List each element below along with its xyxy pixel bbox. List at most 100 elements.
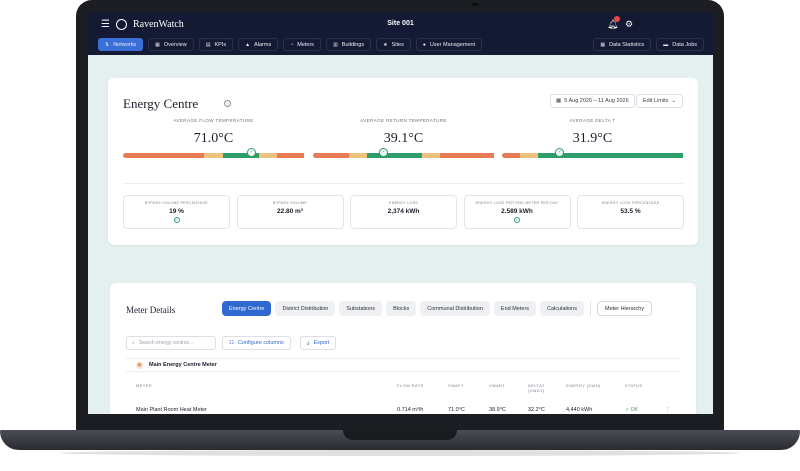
tab-calculations[interactable]: Calculations bbox=[540, 301, 584, 316]
row-status: OK bbox=[630, 407, 638, 413]
metric-1: Average Flow Temperature 71.0°C ✓ bbox=[123, 118, 304, 158]
nav-item-label: Buildings bbox=[341, 41, 365, 48]
nav-item-networks[interactable]: ⇅ Networks bbox=[98, 38, 144, 51]
configure-columns-label: Configure columns bbox=[237, 340, 284, 346]
check-icon: ✓ bbox=[247, 148, 256, 157]
user-icon: ● bbox=[422, 41, 426, 48]
meter-details-card: Meter Details Energy Centre District Dist… bbox=[110, 283, 696, 414]
stat-value: 22.80 m³ bbox=[276, 208, 304, 215]
stat-label: Energy Loss Percentage bbox=[601, 201, 660, 205]
tab-district-distribution[interactable]: District Distribution bbox=[275, 301, 336, 316]
nav-item-sites[interactable]: ★ Sites bbox=[376, 38, 411, 51]
tab-end-meters[interactable]: End Meters bbox=[493, 301, 537, 316]
folder-icon: ▬ bbox=[663, 41, 669, 48]
column-header-flow-rate[interactable]: Flow Rate bbox=[397, 383, 424, 388]
tab-divider bbox=[590, 301, 591, 316]
laptop-base bbox=[0, 430, 800, 450]
date-range-value: 5 Aug 2026 – 11 Aug 2026 bbox=[564, 98, 629, 104]
stat-label: Bypass Volume Percentage bbox=[145, 201, 208, 205]
column-header-delta-t[interactable]: DeltaT (VWΔT) bbox=[528, 383, 545, 393]
nav-item-label: Networks bbox=[113, 41, 137, 48]
brand-name: RavenWatch bbox=[132, 19, 184, 30]
stat-value: 53.5 % bbox=[620, 208, 641, 215]
edit-limits-label: Edit Limits bbox=[643, 98, 669, 104]
nav-item-data-jobs[interactable]: ▬ Data Jobs bbox=[656, 38, 704, 51]
check-icon: ✓ bbox=[379, 148, 389, 157]
nav-item-label: Sites bbox=[391, 41, 404, 48]
range-bar: ✓ bbox=[123, 148, 304, 158]
column-header-status[interactable]: Status bbox=[625, 383, 643, 388]
meter-hierarchy-button[interactable]: Meter Hierarchy bbox=[597, 301, 653, 316]
range-segment-red bbox=[123, 153, 205, 158]
more-options-icon[interactable]: ⋮ bbox=[665, 407, 671, 413]
search-icon: ⌕ bbox=[132, 340, 135, 346]
settings-icon[interactable]: ⚙ bbox=[625, 19, 634, 29]
table-icon: ▦ bbox=[600, 41, 606, 48]
nav-item-kpis[interactable]: ▤ KPIs bbox=[198, 38, 234, 51]
building-icon: ▥ bbox=[333, 41, 338, 48]
meter-tabs: Energy Centre District Distribution Substa… bbox=[222, 301, 653, 316]
metric-value: 31.9°C bbox=[572, 131, 613, 146]
stat-label: Bypass Volume bbox=[272, 201, 308, 205]
column-header-meter[interactable]: Meter bbox=[136, 383, 152, 388]
laptop-shadow bbox=[60, 450, 740, 456]
secondary-nav: ▦ Data Statistics ▬ Data Jobs bbox=[593, 38, 704, 51]
column-header-energy[interactable]: Energy (kWh) bbox=[566, 383, 601, 388]
range-segment-amb bbox=[258, 153, 277, 158]
row-vwaft: 71.0°C bbox=[448, 407, 465, 413]
date-range-picker[interactable]: ▦ 5 Aug 2026 – 11 Aug 2026 bbox=[550, 94, 635, 108]
energy-centre-title: Energy Centre bbox=[123, 96, 199, 111]
column-header-vwart[interactable]: VWART bbox=[489, 383, 506, 388]
nav-item-meters[interactable]: ◔ Meters bbox=[283, 38, 322, 51]
range-segment-grn bbox=[538, 153, 683, 158]
nav-item-data-statistics[interactable]: ▦ Data Statistics bbox=[593, 38, 652, 51]
stat-value: 19 % bbox=[169, 208, 184, 215]
range-segment-amb bbox=[204, 153, 223, 158]
search-input[interactable]: ⌕ Search energy centres... bbox=[126, 336, 216, 350]
tab-communal-distribution[interactable]: Communal Distribution bbox=[420, 301, 490, 316]
row-meter-name[interactable]: Main Plant Room Heat Meter bbox=[136, 407, 207, 413]
nav-item-label: KPIs bbox=[214, 41, 227, 48]
star-icon: ★ bbox=[383, 41, 388, 48]
energy-centre-card: Energy Centre ? ▦ 5 Aug 2026 – 11 Aug 20… bbox=[108, 78, 698, 245]
help-icon[interactable]: ? bbox=[224, 100, 231, 107]
check-circle-icon: ✓ bbox=[514, 217, 520, 223]
column-header-vwaft[interactable]: VWAFT bbox=[448, 383, 464, 388]
columns-icon: ☷ bbox=[229, 340, 234, 346]
metric-2: Average Return Temperature 39.1°C ✓ bbox=[313, 118, 494, 158]
nav-item-overview[interactable]: ▦ Overview bbox=[148, 38, 194, 51]
edit-limits-button[interactable]: Edit Limits ⌄ bbox=[636, 94, 683, 108]
range-segment-red bbox=[439, 153, 494, 158]
range-segment-amb bbox=[349, 153, 368, 158]
metric-value: 39.1°C bbox=[383, 131, 424, 146]
nav-item-alarms[interactable]: ▲ Alarms bbox=[238, 38, 279, 51]
group-row[interactable]: ◉ Main Energy Centre Meter bbox=[126, 358, 680, 372]
tab-substations[interactable]: Substations bbox=[339, 301, 383, 316]
tab-blocks[interactable]: Blocks bbox=[386, 301, 417, 316]
export-label: Export bbox=[313, 340, 330, 346]
meter-group-icon: ◉ bbox=[136, 361, 143, 369]
stat-value: 2,374 kWh bbox=[387, 208, 420, 215]
stat-value: 2.589 kWh bbox=[501, 208, 533, 215]
nav-item-label: Data Jobs bbox=[672, 41, 697, 48]
nav-item-buildings[interactable]: ▥ Buildings bbox=[326, 38, 372, 51]
brand: ☰ RavenWatch bbox=[101, 19, 184, 30]
notifications-icon[interactable]: 🔔︎ bbox=[607, 16, 620, 29]
laptop-notch bbox=[343, 430, 457, 440]
stat-card: Energy Loss Per End Meter Per Day 2.589 k… bbox=[463, 195, 571, 229]
stat-card: Bypass Volume 22.80 m³ bbox=[236, 195, 344, 229]
tab-energy-centre[interactable]: Energy Centre bbox=[222, 301, 272, 316]
network-icon: ⇅ bbox=[105, 41, 110, 48]
export-button[interactable]: ⤓ Export bbox=[300, 336, 337, 350]
row-delta-t: 32.2°C bbox=[528, 407, 545, 413]
row-vwart: 38.9°C bbox=[489, 407, 506, 413]
metric-value: 71.0°C bbox=[193, 131, 234, 146]
nav-item-user-management[interactable]: ● User Management bbox=[415, 38, 483, 51]
metric-label: Average Flow Temperature bbox=[173, 118, 254, 123]
menu-icon[interactable]: ☰ bbox=[101, 19, 110, 30]
site-title: Site 001 bbox=[387, 20, 414, 27]
stat-label: Energy Loss bbox=[389, 201, 418, 205]
range-segment-red bbox=[313, 153, 350, 158]
stat-label: Energy Loss Per End Meter Per Day bbox=[475, 201, 559, 205]
configure-columns-button[interactable]: ☷ Configure columns bbox=[222, 336, 291, 350]
